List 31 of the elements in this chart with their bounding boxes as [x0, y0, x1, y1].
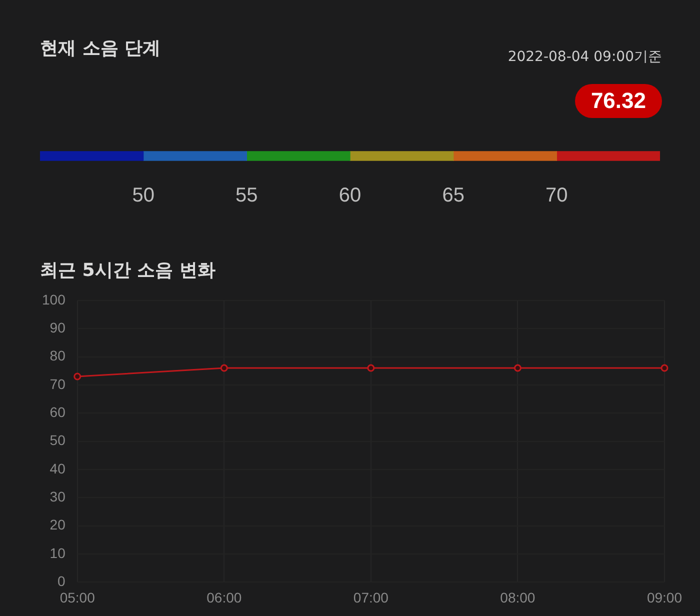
bar	[246, 151, 350, 161]
x-tick-label: 65	[442, 184, 464, 207]
y-tick-label: 50	[50, 432, 66, 448]
y-tick-label: 100	[42, 291, 66, 308]
x-tick-label: 70	[546, 184, 568, 207]
chart-title: 현재 소음 단계	[40, 37, 161, 60]
x-tick-label: 06:00	[206, 589, 242, 606]
y-tick-label: 40	[50, 460, 66, 476]
bar	[143, 151, 247, 161]
x-tick-label: 05:00	[60, 589, 96, 606]
bar	[350, 151, 454, 161]
y-tick-label: 80	[50, 348, 66, 364]
y-tick-label: 0	[58, 573, 66, 590]
bar	[453, 151, 557, 161]
x-tick-label: 55	[236, 184, 258, 207]
x-tick-label: 09:00	[646, 589, 682, 606]
text: 76.32	[574, 84, 662, 118]
chart-title: 최근 5시간 소음 변화	[40, 259, 216, 282]
bar	[40, 151, 144, 161]
x-tick-label: 07:00	[353, 589, 389, 606]
y-tick-label: 30	[50, 488, 66, 505]
y-tick-label: 90	[50, 319, 66, 336]
y-tick-label: 10	[50, 544, 66, 561]
y-tick-label: 60	[50, 404, 66, 420]
x-tick-label: 08:00	[500, 589, 536, 606]
x-tick-label: 50	[132, 184, 154, 207]
x-tick-label: 60	[338, 184, 362, 207]
text: 2022-08-04 09:00기준	[508, 48, 662, 66]
y-tick-label: 20	[50, 516, 66, 533]
bar	[556, 151, 660, 161]
y-tick-label: 70	[50, 376, 66, 392]
